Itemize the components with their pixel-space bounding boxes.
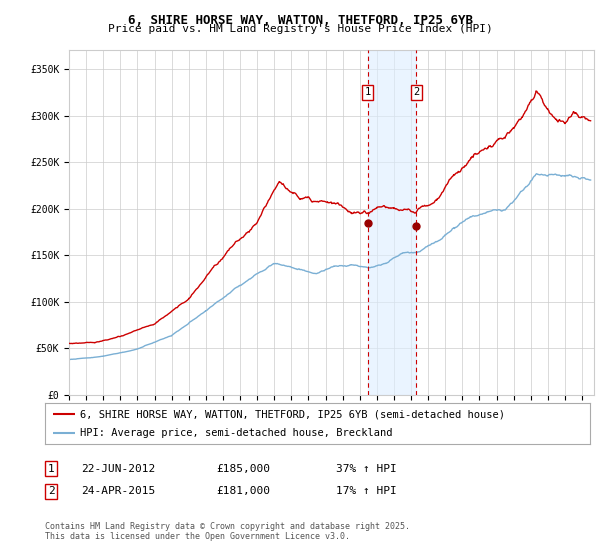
Text: 24-APR-2015: 24-APR-2015 [81, 486, 155, 496]
Text: 2: 2 [413, 87, 419, 97]
Text: Contains HM Land Registry data © Crown copyright and database right 2025.
This d: Contains HM Land Registry data © Crown c… [45, 522, 410, 542]
Text: 22-JUN-2012: 22-JUN-2012 [81, 464, 155, 474]
Text: £181,000: £181,000 [216, 486, 270, 496]
Text: 2: 2 [47, 486, 55, 496]
Text: 17% ↑ HPI: 17% ↑ HPI [336, 486, 397, 496]
Text: HPI: Average price, semi-detached house, Breckland: HPI: Average price, semi-detached house,… [80, 428, 393, 437]
Text: Price paid vs. HM Land Registry's House Price Index (HPI): Price paid vs. HM Land Registry's House … [107, 24, 493, 34]
Text: £185,000: £185,000 [216, 464, 270, 474]
Text: 6, SHIRE HORSE WAY, WATTON, THETFORD, IP25 6YB: 6, SHIRE HORSE WAY, WATTON, THETFORD, IP… [128, 14, 473, 27]
Text: 1: 1 [365, 87, 371, 97]
Bar [368, 50, 416, 395]
Text: 37% ↑ HPI: 37% ↑ HPI [336, 464, 397, 474]
Text: 1: 1 [47, 464, 55, 474]
Text: 6, SHIRE HORSE WAY, WATTON, THETFORD, IP25 6YB (semi-detached house): 6, SHIRE HORSE WAY, WATTON, THETFORD, IP… [80, 409, 505, 419]
